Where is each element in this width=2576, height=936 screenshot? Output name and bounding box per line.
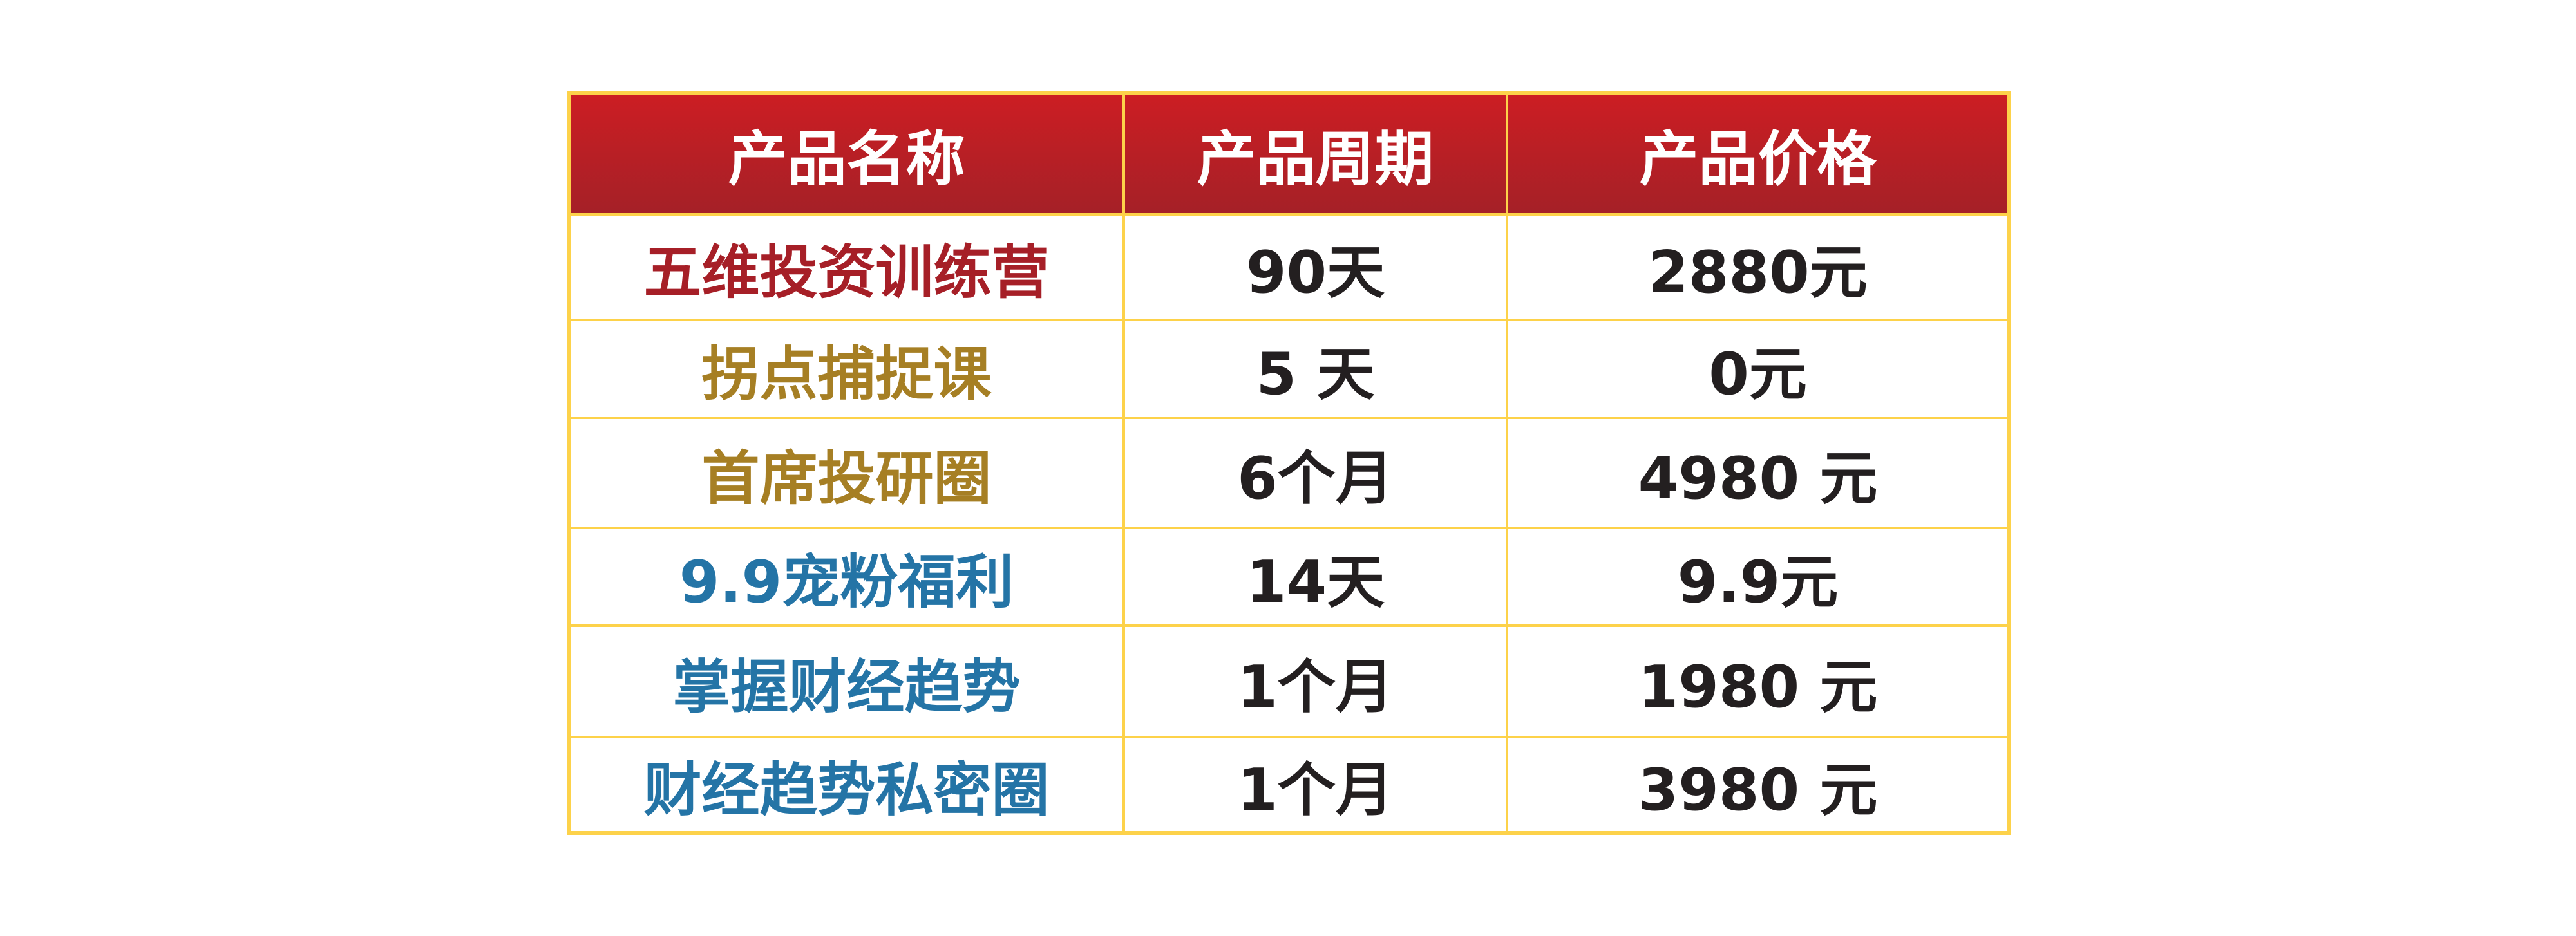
- product-price-cell: 1980 元: [1506, 624, 2011, 738]
- product-price-cell: 2880元: [1506, 213, 2011, 321]
- product-name-cell: 9.9宠粉福利: [567, 527, 1125, 627]
- product-name-cell: 拐点捕捉课: [567, 319, 1125, 419]
- product-period-cell: 14天: [1122, 527, 1508, 627]
- product-price-cell: 4980 元: [1506, 417, 2011, 529]
- table-row: 拐点捕捉课 5 天 0元: [567, 319, 2011, 419]
- header-product-price: 产品价格: [1506, 93, 2011, 216]
- product-name-cell: 财经趋势私密圈: [567, 736, 1125, 834]
- product-name-cell: 首席投研圈: [567, 417, 1125, 529]
- product-period-cell: 6个月: [1122, 417, 1508, 529]
- product-period-cell: 5 天: [1122, 319, 1508, 419]
- table-row: 五维投资训练营 90天 2880元: [567, 213, 2011, 321]
- product-name-cell: 掌握财经趋势: [567, 624, 1125, 738]
- product-period-cell: 90天: [1122, 213, 1508, 321]
- product-price-cell: 3980 元: [1506, 736, 2011, 834]
- product-price-cell: 9.9元: [1506, 527, 2011, 627]
- product-period-cell: 1个月: [1122, 624, 1508, 738]
- product-table: 产品名称 产品周期 产品价格 五维投资训练营 90天 2880元 拐点捕捉课 5 天 0元…: [567, 91, 2011, 835]
- table-row: 财经趋势私密圈 1个月 3980 元: [567, 736, 2011, 834]
- table-row: 9.9宠粉福利 14天 9.9元: [567, 527, 2011, 627]
- header-product-name: 产品名称: [567, 93, 1125, 216]
- header-product-period: 产品周期: [1122, 93, 1508, 216]
- product-name-cell: 五维投资训练营: [567, 213, 1125, 321]
- table-row: 掌握财经趋势 1个月 1980 元: [567, 624, 2011, 738]
- header-row: 产品名称 产品周期 产品价格: [567, 93, 2011, 216]
- product-price-cell: 0元: [1506, 319, 2011, 419]
- product-period-cell: 1个月: [1122, 736, 1508, 834]
- table-row: 首席投研圈 6个月 4980 元: [567, 417, 2011, 529]
